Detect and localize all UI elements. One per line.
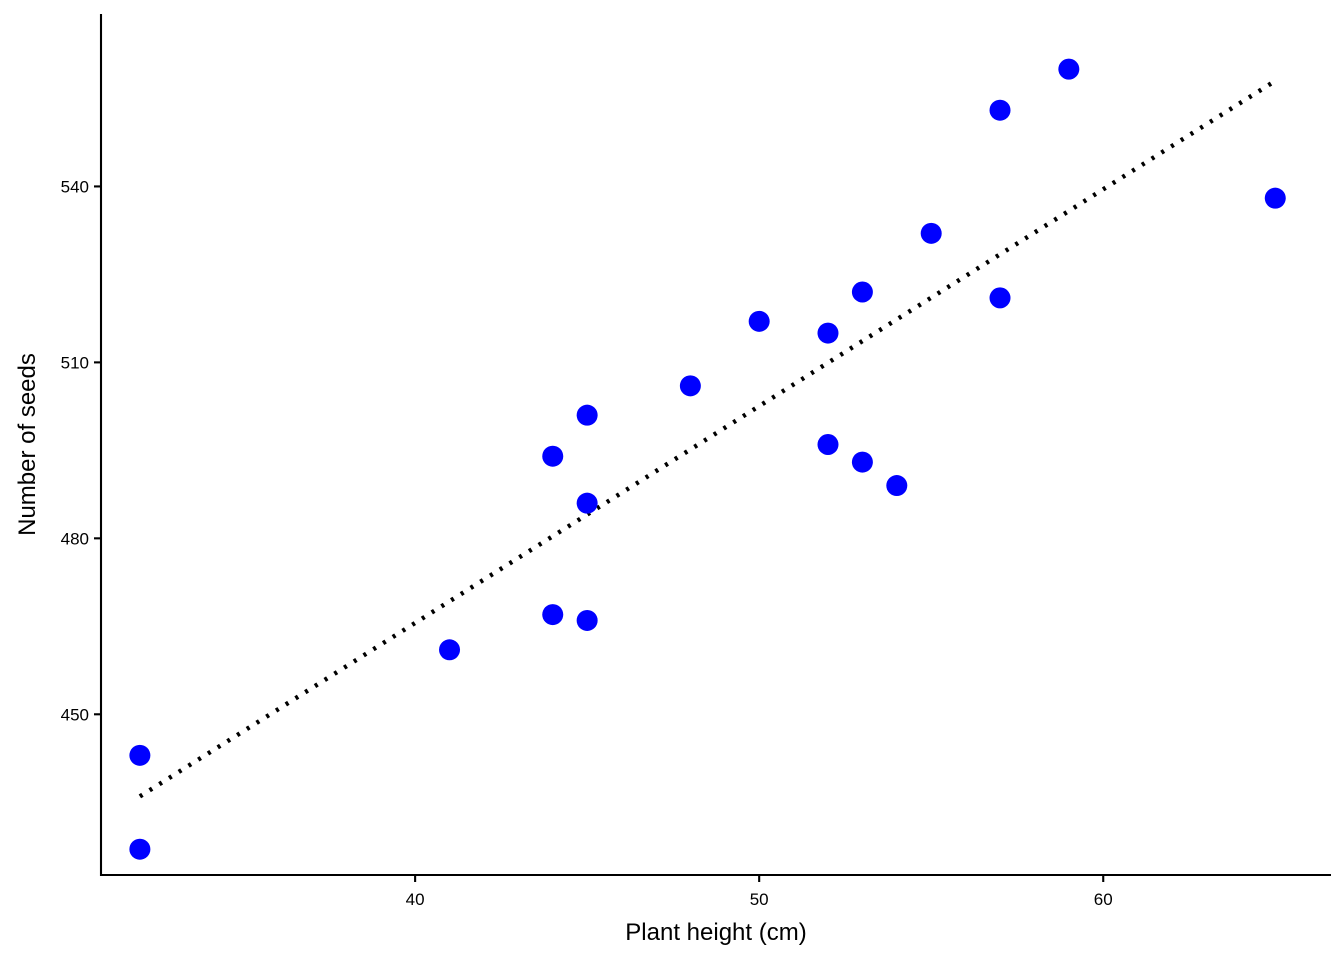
data-point — [439, 639, 461, 661]
data-point — [576, 404, 598, 426]
x-tick-label: 40 — [406, 890, 425, 909]
x-axis-title: Plant height (cm) — [625, 919, 806, 946]
regression-line — [138, 78, 1277, 799]
x-tick-label: 60 — [1094, 890, 1113, 909]
y-tick-label: 510 — [61, 353, 89, 372]
x-ticks: 40 50 60 — [406, 875, 1113, 909]
data-point — [989, 287, 1011, 309]
data-point — [748, 310, 770, 332]
y-axis-title: Number of seeds — [14, 353, 41, 536]
data-point — [1264, 187, 1286, 209]
data-point — [129, 744, 151, 766]
y-tick-label: 540 — [61, 177, 89, 196]
y-ticks: 450 480 510 540 — [61, 177, 101, 724]
data-point — [679, 375, 701, 397]
axes — [99, 14, 1331, 877]
data-point — [576, 609, 598, 631]
data-points — [129, 58, 1286, 860]
data-point — [851, 451, 873, 473]
data-point — [542, 445, 564, 467]
x-tick-label: 50 — [750, 890, 769, 909]
data-point — [129, 838, 151, 860]
data-point — [542, 604, 564, 626]
data-point — [851, 281, 873, 303]
data-point — [1058, 58, 1080, 80]
data-point — [989, 99, 1011, 121]
data-point — [817, 434, 839, 455]
data-point — [886, 475, 908, 497]
y-tick-label: 450 — [61, 705, 89, 724]
data-point — [920, 222, 942, 244]
y-tick-label: 480 — [61, 529, 89, 548]
data-point — [817, 322, 839, 344]
data-point — [576, 492, 598, 514]
